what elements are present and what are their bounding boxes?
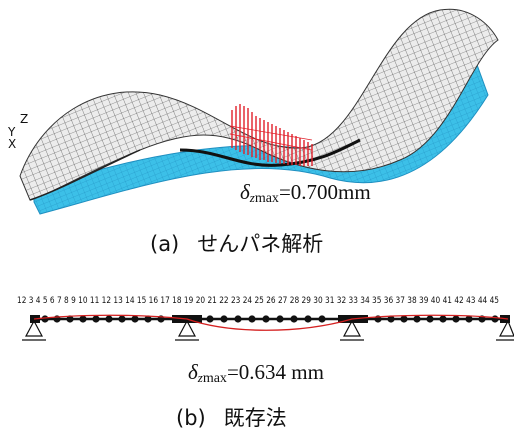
shell-mesh-model [19, 8, 499, 215]
beam-model: 12 3 4 5 6 7 8 9 10 11 12 13 14 15 16 17… [17, 296, 514, 341]
caption-b-label: (b) [176, 406, 206, 430]
caption-b-text: 既存法 [223, 406, 287, 430]
delta-subscript: z [197, 370, 203, 385]
delta-max: max [202, 371, 227, 386]
delta-max: max [254, 191, 279, 206]
support-triangle-icon [22, 319, 514, 341]
axis-z-label: Z [20, 112, 29, 126]
top-plate-mesh [19, 8, 499, 201]
delta-symbol: δ [240, 180, 250, 204]
beam-nodes [41, 315, 499, 323]
node-numbers: 12 3 4 5 6 7 8 9 10 11 12 13 14 15 16 17… [17, 296, 499, 306]
caption-a: (a) せんパネ解析 [150, 228, 323, 258]
axis-yx-label: Y X [8, 125, 18, 151]
result-b: δzmax=0.634 mm [188, 360, 324, 387]
caption-a-text: せんパネ解析 [197, 232, 324, 256]
result-value: =0.634 mm [226, 360, 324, 384]
caption-b: (b) 既存法 [176, 402, 287, 432]
delta-symbol: δ [188, 360, 198, 384]
load-arrow-icon [229, 104, 313, 166]
underside-panel [33, 60, 489, 215]
caption-a-label: (a) [150, 232, 180, 256]
deflection-curve [33, 314, 509, 331]
plate-front-edge [29, 149, 141, 201]
delta-subscript: z [249, 190, 255, 205]
result-value: =0.700mm [278, 180, 371, 204]
result-a: δzmax=0.700mm [240, 180, 371, 207]
fold-line [179, 138, 361, 167]
